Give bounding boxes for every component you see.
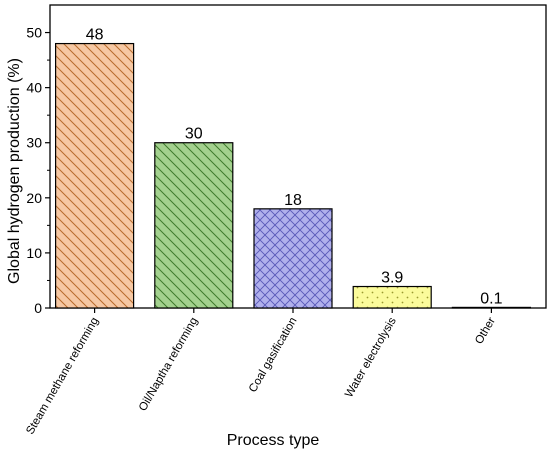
bar-1 bbox=[54, 42, 135, 309]
x-category-label: Coal gasification bbox=[247, 316, 300, 395]
y-tick-label: 10 bbox=[26, 245, 42, 261]
y-tick-label: 20 bbox=[26, 190, 42, 206]
x-axis-ticks: Steam methane reforming Oil/Naptha reform… bbox=[24, 308, 498, 437]
y-axis-ticks: 0 10 20 30 40 50 bbox=[26, 25, 50, 316]
x-category-label: Oil/Naptha reforming bbox=[137, 316, 200, 414]
x-category-label: Other bbox=[473, 315, 498, 346]
bar-3 bbox=[253, 208, 333, 309]
value-labels: 48 30 18 3.9 0.1 bbox=[86, 27, 503, 308]
bar-value-label: 0.1 bbox=[480, 290, 502, 307]
x-axis-title: Process type bbox=[227, 432, 320, 449]
y-tick-label: 40 bbox=[26, 80, 42, 96]
bar-2 bbox=[154, 142, 234, 309]
bar-value-label: 18 bbox=[284, 192, 302, 209]
bar-value-label: 30 bbox=[185, 126, 203, 143]
bar-5 bbox=[451, 306, 531, 309]
y-axis-title: Global hydrogen production (%) bbox=[6, 58, 23, 284]
y-tick-label: 30 bbox=[26, 135, 42, 151]
x-category-label: Water electrolysis bbox=[343, 315, 399, 399]
y-tick-label: 50 bbox=[26, 25, 42, 41]
x-category-label: Steam methane reforming bbox=[24, 316, 101, 437]
bars bbox=[54, 42, 531, 309]
bar-4 bbox=[352, 285, 432, 309]
bar-value-label: 48 bbox=[86, 27, 104, 44]
bar-value-label: 3.9 bbox=[381, 270, 403, 287]
y-tick-label: 0 bbox=[34, 300, 42, 316]
